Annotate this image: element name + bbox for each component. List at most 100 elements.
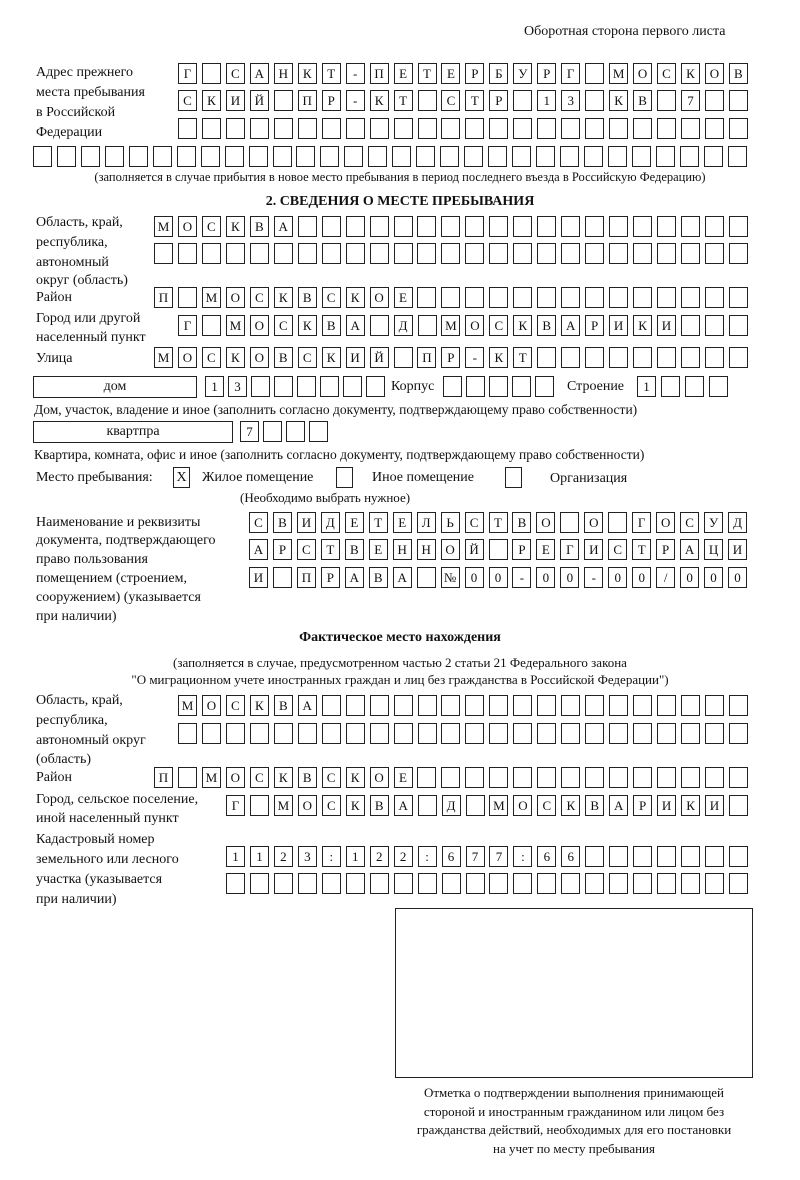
- char-cell[interactable]: [273, 243, 293, 264]
- char-cell[interactable]: Р: [320, 567, 340, 588]
- char-cell[interactable]: №: [440, 567, 460, 588]
- char-cell[interactable]: [393, 347, 413, 368]
- char-cell[interactable]: П: [417, 347, 437, 368]
- char-cell[interactable]: [200, 146, 220, 167]
- char-cell[interactable]: [441, 118, 461, 139]
- char-cell[interactable]: М: [154, 347, 173, 368]
- char-cell[interactable]: [561, 723, 581, 744]
- char-cell[interactable]: [704, 315, 724, 336]
- char-cell[interactable]: [320, 146, 340, 167]
- char-cell[interactable]: [609, 243, 629, 264]
- char-cell[interactable]: [297, 376, 316, 397]
- char-cell[interactable]: [655, 146, 675, 167]
- char-cell[interactable]: [537, 118, 557, 139]
- char-cell[interactable]: [489, 118, 509, 139]
- char-cell[interactable]: [657, 695, 676, 716]
- char-cell[interactable]: С: [225, 695, 245, 716]
- char-cell[interactable]: В: [512, 512, 532, 533]
- char-cell[interactable]: А: [273, 216, 293, 237]
- char-cell[interactable]: Т: [513, 347, 533, 368]
- char-cell[interactable]: [417, 873, 437, 894]
- char-cell[interactable]: Л: [416, 512, 436, 533]
- char-cell[interactable]: А: [392, 567, 412, 588]
- char-cell[interactable]: [263, 421, 282, 442]
- char-cell[interactable]: [201, 315, 221, 336]
- char-cell[interactable]: 3: [561, 90, 581, 111]
- char-cell[interactable]: [465, 216, 485, 237]
- char-cell[interactable]: [728, 243, 748, 264]
- char-cell[interactable]: [489, 243, 509, 264]
- char-cell[interactable]: [249, 795, 269, 816]
- char-cell[interactable]: [560, 512, 580, 533]
- char-cell[interactable]: [561, 695, 581, 716]
- char-cell[interactable]: [393, 216, 413, 237]
- char-cell[interactable]: [728, 347, 748, 368]
- char-cell[interactable]: [489, 376, 508, 397]
- char-cell[interactable]: [633, 873, 653, 894]
- char-cell[interactable]: Б: [489, 63, 509, 84]
- char-cell[interactable]: [703, 146, 723, 167]
- char-cell[interactable]: И: [657, 795, 677, 816]
- char-cell[interactable]: 6: [537, 846, 557, 867]
- char-cell[interactable]: [727, 146, 747, 167]
- char-cell[interactable]: П: [297, 90, 317, 111]
- char-cell[interactable]: [559, 146, 579, 167]
- char-cell[interactable]: 0: [704, 567, 724, 588]
- char-cell[interactable]: Т: [417, 63, 437, 84]
- char-cell[interactable]: [321, 873, 341, 894]
- char-cell[interactable]: [417, 795, 437, 816]
- char-cell[interactable]: [33, 146, 52, 167]
- char-cell[interactable]: [535, 376, 554, 397]
- char-cell[interactable]: У: [704, 512, 724, 533]
- char-cell[interactable]: С: [201, 347, 221, 368]
- char-cell[interactable]: [537, 723, 557, 744]
- char-cell[interactable]: Г: [226, 795, 245, 816]
- char-cell[interactable]: 1: [249, 846, 269, 867]
- char-cell[interactable]: [585, 90, 605, 111]
- char-cell[interactable]: Г: [560, 539, 580, 560]
- char-cell[interactable]: [320, 376, 339, 397]
- char-cell[interactable]: [368, 146, 388, 167]
- char-cell[interactable]: О: [249, 315, 269, 336]
- char-cell[interactable]: -: [512, 567, 532, 588]
- char-cell[interactable]: [681, 873, 701, 894]
- char-cell[interactable]: 6: [561, 846, 581, 867]
- char-cell[interactable]: Й: [464, 539, 484, 560]
- char-cell[interactable]: [609, 118, 629, 139]
- char-cell[interactable]: [680, 347, 700, 368]
- char-cell[interactable]: Й: [249, 90, 269, 111]
- char-cell[interactable]: [273, 723, 293, 744]
- char-cell[interactable]: [633, 216, 652, 237]
- char-cell[interactable]: С: [201, 216, 221, 237]
- char-cell[interactable]: С: [297, 347, 317, 368]
- char-cell[interactable]: 7: [680, 90, 700, 111]
- char-cell[interactable]: [512, 376, 531, 397]
- char-cell[interactable]: В: [633, 90, 653, 111]
- char-cell[interactable]: [680, 767, 700, 788]
- char-cell[interactable]: [345, 695, 365, 716]
- char-cell[interactable]: В: [273, 347, 293, 368]
- char-cell[interactable]: [704, 243, 724, 264]
- char-cell[interactable]: [465, 118, 485, 139]
- char-cell[interactable]: В: [585, 795, 605, 816]
- char-cell[interactable]: Е: [393, 767, 413, 788]
- char-cell[interactable]: [633, 347, 652, 368]
- char-cell[interactable]: [561, 118, 581, 139]
- char-cell[interactable]: [369, 315, 389, 336]
- char-cell[interactable]: [272, 146, 292, 167]
- char-cell[interactable]: [633, 118, 653, 139]
- char-cell[interactable]: [657, 723, 676, 744]
- char-cell[interactable]: [249, 118, 269, 139]
- char-cell[interactable]: О: [513, 795, 533, 816]
- char-cell[interactable]: [417, 695, 437, 716]
- char-cell[interactable]: В: [321, 315, 341, 336]
- char-cell[interactable]: [633, 695, 653, 716]
- char-cell[interactable]: [104, 146, 124, 167]
- char-cell[interactable]: И: [728, 539, 747, 560]
- char-cell[interactable]: [561, 767, 581, 788]
- char-cell[interactable]: С: [657, 63, 676, 84]
- char-cell[interactable]: [441, 695, 461, 716]
- char-cell[interactable]: К: [345, 767, 365, 788]
- char-cell[interactable]: [728, 90, 748, 111]
- apartment-type-field[interactable]: квартпра: [33, 421, 233, 443]
